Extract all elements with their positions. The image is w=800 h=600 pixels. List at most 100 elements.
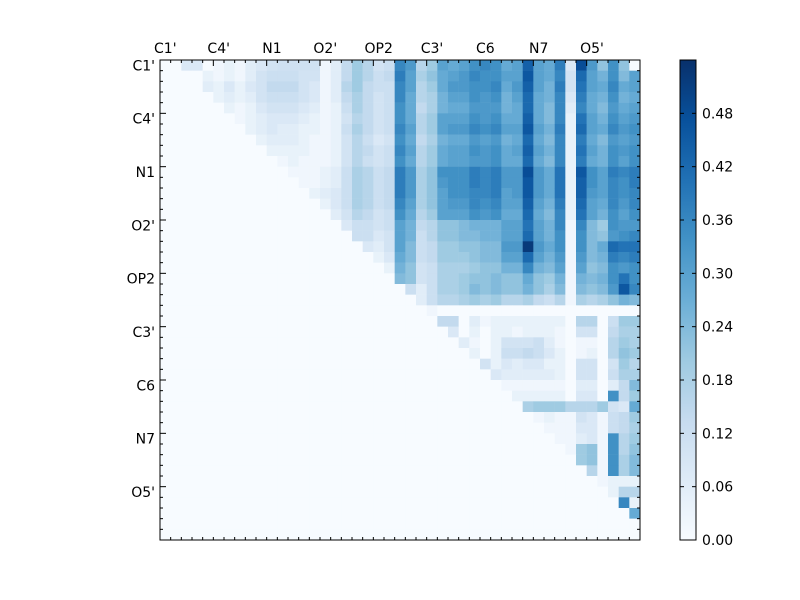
heatmap-cell (512, 358, 523, 370)
heatmap-cell (469, 252, 481, 263)
heatmap-cell (480, 454, 491, 466)
y-tick-label: N1 (136, 165, 155, 181)
heatmap-cell (416, 348, 427, 359)
heatmap-cell (608, 497, 619, 509)
heatmap-cell (298, 486, 310, 498)
heatmap-cell (213, 230, 225, 242)
heatmap-cell (512, 273, 523, 285)
heatmap-cell (437, 262, 449, 274)
heatmap-cell (192, 166, 203, 178)
heatmap-cell (309, 220, 321, 231)
heatmap-cell (245, 198, 257, 210)
heatmap-cell (480, 113, 491, 125)
heatmap-cell (160, 348, 171, 359)
heatmap-cell (213, 273, 225, 285)
heatmap-cell (618, 273, 630, 285)
heatmap-cell (320, 124, 331, 135)
heatmap-cell (160, 412, 171, 423)
heatmap-cell (512, 337, 523, 349)
heatmap-cell (533, 433, 545, 445)
heatmap-cell (512, 486, 523, 498)
heatmap-cell (565, 156, 577, 167)
heatmap-cell (288, 326, 299, 338)
heatmap-cell (469, 102, 481, 114)
heatmap-cell (256, 177, 267, 189)
heatmap-cell (192, 390, 203, 402)
heatmap-cell (330, 518, 342, 530)
heatmap-cell (224, 284, 235, 295)
heatmap-cell (320, 166, 331, 178)
heatmap-cell (266, 294, 278, 306)
heatmap-cell (362, 134, 374, 146)
heatmap-cell (597, 188, 609, 199)
heatmap-cell (352, 81, 363, 93)
heatmap-cell (597, 70, 609, 82)
heatmap-cell (501, 433, 513, 445)
heatmap-cell (608, 337, 619, 349)
heatmap-cell (608, 220, 619, 231)
heatmap-cell (298, 134, 310, 146)
heatmap-cell (160, 156, 171, 167)
heatmap-cell (544, 358, 555, 370)
heatmap-cell (501, 102, 513, 114)
heatmap-cell (330, 177, 342, 189)
heatmap-cell (522, 294, 534, 306)
heatmap-cell (586, 529, 598, 541)
heatmap-cell (576, 433, 587, 445)
heatmap-cell (405, 81, 417, 93)
heatmap-cell (256, 454, 267, 466)
heatmap-cell (362, 177, 374, 189)
heatmap-cell (458, 92, 470, 103)
heatmap-cell (309, 102, 321, 114)
heatmap-cell (160, 145, 171, 157)
heatmap-cell (192, 486, 203, 498)
heatmap-cell (192, 337, 203, 349)
heatmap-cell (448, 273, 459, 285)
heatmap-cell (352, 166, 363, 178)
heatmap-cell (437, 124, 449, 135)
heatmap-cell (160, 358, 171, 370)
heatmap-cell (618, 113, 630, 125)
heatmap-cell (320, 390, 331, 402)
heatmap-cell (170, 102, 182, 114)
heatmap-cell (544, 390, 555, 402)
heatmap-cell (373, 262, 385, 274)
heatmap-cell (458, 81, 470, 93)
heatmap-cell (181, 444, 193, 455)
heatmap-cell (288, 294, 299, 306)
heatmap-cell (405, 198, 417, 210)
heatmap-cell (362, 241, 374, 253)
heatmap-cell (554, 508, 566, 519)
heatmap-cell (416, 369, 427, 381)
heatmap-cell (277, 209, 289, 221)
heatmap-cell (234, 497, 246, 509)
heatmap-cell (394, 113, 406, 125)
heatmap-cell (298, 465, 310, 477)
heatmap-cell (405, 422, 417, 434)
heatmap-cell (234, 476, 246, 487)
heatmap-cell (501, 166, 513, 178)
heatmap-cell (544, 113, 555, 125)
heatmap-cell (277, 508, 289, 519)
heatmap-cell (458, 145, 470, 157)
heatmap-cell (405, 92, 417, 103)
heatmap-cell (405, 326, 417, 338)
heatmap-cell (512, 518, 523, 530)
heatmap-cell (416, 316, 427, 327)
heatmap-cell (458, 508, 470, 519)
heatmap-cell (448, 380, 459, 391)
heatmap-cell (554, 166, 566, 178)
heatmap-cell (330, 486, 342, 498)
heatmap-cell (213, 252, 225, 263)
heatmap-cell (544, 369, 555, 381)
heatmap-cell (160, 486, 171, 498)
heatmap-cell (394, 102, 406, 114)
heatmap-cell (554, 358, 566, 370)
heatmap-cell (245, 284, 257, 295)
heatmap-cell (362, 273, 374, 285)
heatmap-cell (373, 444, 385, 455)
heatmap-cell (384, 358, 395, 370)
heatmap-cell (448, 305, 459, 317)
heatmap-cell (224, 337, 235, 349)
heatmap-cell (309, 465, 321, 477)
